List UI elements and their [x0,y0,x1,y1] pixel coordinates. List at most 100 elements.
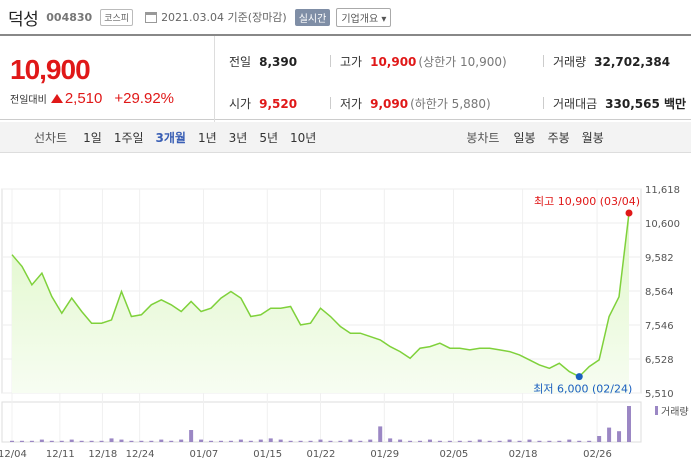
period-10y[interactable]: 10년 [290,130,317,145]
volume-bar [199,439,204,442]
volume-bar [129,440,134,442]
chart-labels: 11,618 10,600 9,582 8,564 7,546 6,528 5,510 12/… [0,185,689,460]
stat-value: 8,390 [259,55,298,69]
max-point [625,209,633,217]
volume-bar [427,439,432,442]
y-tick-label: 8,564 [645,287,674,298]
x-tick-label: 02/26 [583,449,612,460]
volume-bar [467,440,472,442]
volume-frame [1,401,642,443]
volume-bar [358,440,363,442]
volume-legend-label: 거래량 [661,406,689,418]
stat-open: 시가 9,520 [229,95,297,112]
volume-bar [437,440,442,442]
y-tick-label: 9,582 [645,253,674,264]
period-1y[interactable]: 1년 [197,130,217,145]
x-tick-label: 01/29 [370,449,399,460]
volume-bar [457,440,462,442]
x-tick-label: 12/24 [126,449,155,460]
volume-bar [497,440,502,442]
stat-label: 시가 [229,97,252,111]
x-tick-label: 01/15 [253,449,282,460]
volume-bar [159,439,164,442]
volume-bar [617,431,622,442]
realtime-button[interactable]: 실시간 [294,8,331,26]
volume-bar [388,438,393,442]
volume-bar [378,426,383,442]
volume-bar [209,440,214,442]
volume-bar [39,439,44,442]
y-tick-label: 10,600 [645,219,680,230]
stat-prev: 전일 8,390 [229,53,297,70]
period-3m[interactable]: 3개월 [155,130,186,145]
volume-bar [69,439,74,442]
volume-bar [99,440,104,442]
price-summary: 10,900 전일대비 2,510 +29.92% 전일 8,390 고가 10,9… [0,34,691,122]
period-1d[interactable]: 1일 [83,130,102,145]
stat-label: 거래대금 [553,97,598,111]
stat-label: 저가 [340,97,363,111]
volume-bar [627,406,631,442]
volume-bar [89,440,94,442]
volume-bar [19,440,24,442]
volume-bar [10,440,14,442]
volume-bar [169,440,174,442]
period-1w[interactable]: 1주일 [113,130,144,145]
stat-sub: (상한가 10,900) [418,55,507,69]
volume-bar [318,439,323,442]
volume-bar [109,438,114,442]
period-3y[interactable]: 3년 [228,130,248,145]
stat-value: 10,900 [370,55,417,69]
divider [330,55,331,67]
volume-bar [338,440,343,442]
volume-bar [517,440,522,442]
stat-value: 32,702,384 [594,55,671,69]
volume-bar [557,440,562,442]
volume-bar [348,439,353,442]
volume-bar [59,440,64,442]
volume-bar [218,440,223,442]
volume-bar [238,439,243,442]
period-5y[interactable]: 5년 [259,130,279,145]
stat-value: 330,565 백만 [605,97,687,111]
up-arrow-icon [50,94,63,103]
x-tick-label: 12/18 [88,449,117,460]
divider [543,97,544,109]
current-price: 10,900 [10,54,91,85]
volume-bar [139,440,144,442]
max-label: 최고 10,900 (03/04) [534,195,640,208]
stat-amount: 거래대금 330,565 백만 [543,95,687,112]
volume-bar [537,440,542,442]
stat-label: 거래량 [553,55,587,69]
stat-value: 9,090 [370,97,409,111]
company-info-dropdown[interactable]: 기업개요 ▾ [336,7,392,27]
candle-chart-label: 봉차트 [466,130,500,145]
candle-weekly[interactable]: 주봉 [547,130,570,145]
candle-daily[interactable]: 일봉 [513,130,536,145]
candle-monthly[interactable]: 월봉 [581,130,604,145]
price-line [11,212,630,378]
volume-bar [119,439,124,442]
price-change: 전일대비 2,510 +29.92% [10,90,174,107]
volume-bars [10,406,631,442]
stat-volume: 거래량 32,702,384 [543,53,671,70]
volume-bar [189,430,194,442]
x-tick-label: 01/22 [307,449,336,460]
divider [330,97,331,109]
x-tick-label: 12/11 [46,449,75,460]
stock-code: 004830 [46,10,93,24]
volume-bar [308,440,313,442]
volume-bar [278,439,283,442]
stat-label: 고가 [340,55,363,69]
volume-bar [328,440,333,442]
volume-bar [507,439,512,442]
volume-bar [179,439,184,442]
min-point [575,373,583,381]
line-chart-label: 선차트 [34,130,68,145]
volume-bar [228,440,233,442]
volume-bar [398,439,403,442]
volume-bar [248,440,253,442]
volume-bar [487,440,492,442]
divider [214,36,215,122]
change-amount: 2,510 [64,90,103,107]
